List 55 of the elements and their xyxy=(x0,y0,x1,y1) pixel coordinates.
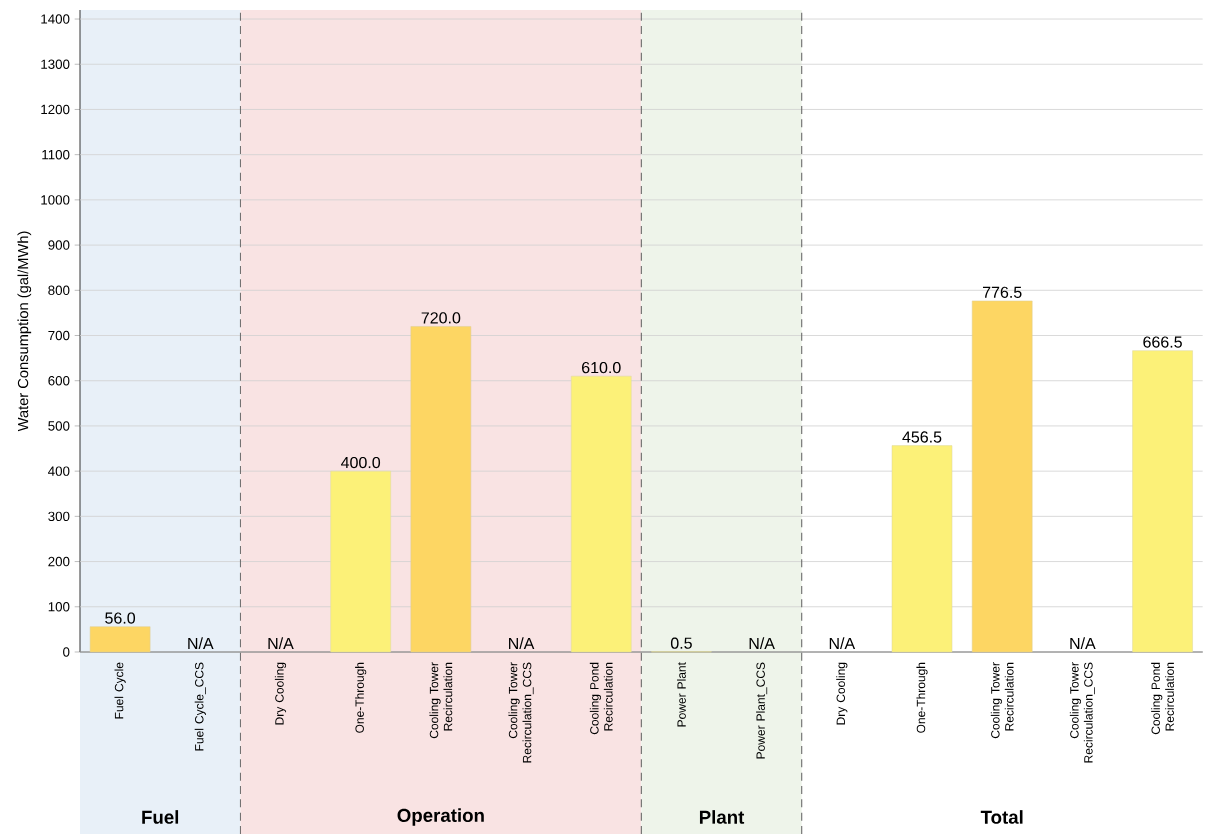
data-label: 456.5 xyxy=(902,431,942,443)
y-tick-label: 300 xyxy=(48,511,70,522)
data-label: 776.5 xyxy=(982,286,1022,298)
band-label: Fuel xyxy=(142,810,179,824)
band-label: Operation xyxy=(397,808,484,826)
data-label: 610.0 xyxy=(582,361,621,374)
bar xyxy=(410,326,472,653)
bar xyxy=(891,445,953,653)
y-axis-title: Water Consumption (gal/MWh) xyxy=(17,231,32,432)
y-tick-label: 100 xyxy=(48,602,70,612)
bar xyxy=(1132,350,1193,653)
data-label: 56.0 xyxy=(105,612,136,624)
data-label: 0.5 xyxy=(670,637,692,649)
text: N/A xyxy=(829,637,856,650)
x-tick-label: Fuel Cycle xyxy=(114,662,126,719)
x-tick-label: Cooling Pond Recirculation xyxy=(1151,662,1174,735)
y-tick-label: 0 xyxy=(63,647,70,657)
x-tick-label: Power Plant_CCS xyxy=(756,662,768,759)
y-tick-label: 700 xyxy=(48,330,70,341)
x-tick-label: Cooling Tower Recirculation xyxy=(990,662,1014,739)
x-tick-label: One-Through xyxy=(916,662,928,733)
y-tick-label: 1400 xyxy=(41,14,70,24)
data-label: 400.0 xyxy=(341,456,381,469)
y-tick-label: 1000 xyxy=(41,195,70,205)
bar xyxy=(89,626,151,653)
y-tick-label: 1200 xyxy=(41,104,70,115)
x-tick-label: Dry Cooling xyxy=(274,662,287,725)
text: N/A xyxy=(268,637,294,650)
x-tick-label: Fuel Cycle_CCS xyxy=(194,662,206,751)
text: N/A xyxy=(188,637,214,650)
text: N/A xyxy=(1070,637,1096,650)
x-tick-label: Cooling Tower Recirculation xyxy=(429,662,453,739)
x-tick-label: Power Plant xyxy=(677,662,686,727)
x-tick-label: Dry Cooling xyxy=(836,662,848,725)
data-label: 666.5 xyxy=(1143,336,1182,348)
y-tick-label: 600 xyxy=(48,376,70,386)
y-tick-label: 1100 xyxy=(42,149,70,160)
x-tick-label: One-Through xyxy=(355,662,367,733)
y-tick-label: 500 xyxy=(48,421,70,431)
bar xyxy=(330,470,391,653)
x-tick-label: Cooling Tower Recirculation_CCS xyxy=(1069,662,1095,763)
y-tick-label: 400 xyxy=(48,466,70,476)
text: N/A xyxy=(509,637,535,650)
text: Total xyxy=(980,810,1023,824)
text: N/A xyxy=(749,637,775,650)
x-tick-label: Cooling Tower Recirculation_CCS xyxy=(508,662,534,763)
data-label: 720.0 xyxy=(421,312,461,324)
x-tick-label: Cooling Pond Recirculation xyxy=(589,662,613,735)
bar xyxy=(570,375,632,653)
y-tick-label: 1300 xyxy=(41,59,70,69)
band-label: Plant xyxy=(699,810,745,824)
y-tick-label: 900 xyxy=(48,240,70,250)
y-tick-label: 200 xyxy=(48,556,70,567)
bar xyxy=(971,300,1033,653)
y-tick-label: 800 xyxy=(48,285,70,296)
